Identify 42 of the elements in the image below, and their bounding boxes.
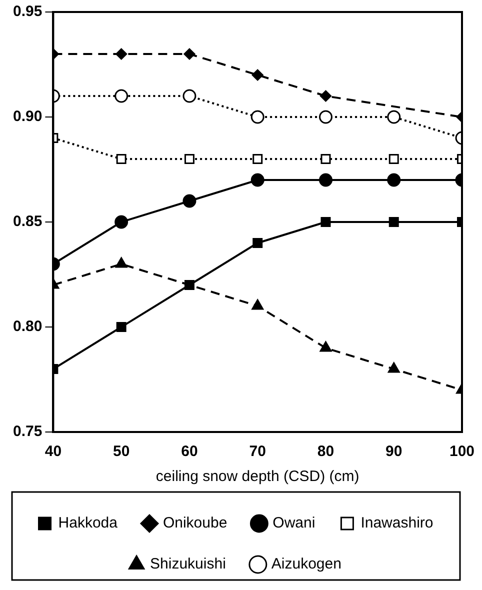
point	[250, 110, 264, 124]
legend-label: Inawashiro	[360, 514, 434, 532]
point	[320, 217, 331, 227]
x-tick-label: 50	[112, 443, 130, 460]
y-tick-label: 0.75	[12, 423, 42, 440]
x-tick-label: 80	[317, 443, 334, 460]
legend-label: Shizukuishi	[150, 556, 226, 573]
y-tick-label: 0.80	[12, 318, 42, 336]
point	[184, 154, 194, 164]
point	[320, 90, 332, 102]
point	[388, 154, 399, 164]
x-tick-label: 90	[386, 443, 402, 460]
point	[252, 299, 264, 310]
point	[318, 110, 332, 124]
x-tick-label: 70	[249, 443, 266, 460]
point	[114, 215, 128, 229]
point	[182, 194, 196, 208]
point	[320, 154, 331, 164]
legend-label: Hakkoda	[58, 514, 118, 532]
point	[116, 48, 128, 60]
y-tick-label: 0.95	[12, 3, 42, 20]
legend-label: Onikoube	[162, 514, 228, 532]
point	[318, 173, 332, 187]
x-tick-label: 60	[181, 443, 198, 460]
point	[388, 217, 399, 227]
point	[184, 48, 196, 60]
point	[388, 362, 400, 373]
point	[250, 173, 264, 187]
legend-label: Aizukogen	[271, 556, 342, 573]
point	[114, 89, 128, 103]
point	[252, 238, 263, 248]
point	[184, 280, 194, 290]
point	[182, 89, 196, 103]
legend-label: Owani	[272, 514, 316, 532]
point	[320, 341, 332, 352]
point	[252, 69, 264, 81]
point	[252, 154, 263, 164]
y-tick-label: 0.85	[12, 213, 42, 230]
y-tick-label: 0.90	[12, 108, 42, 126]
x-axis-title: ceiling snow depth (CSD) (cm)	[156, 468, 360, 486]
x-tick-label: 100	[449, 443, 475, 460]
x-tick-label: 40	[44, 443, 62, 460]
